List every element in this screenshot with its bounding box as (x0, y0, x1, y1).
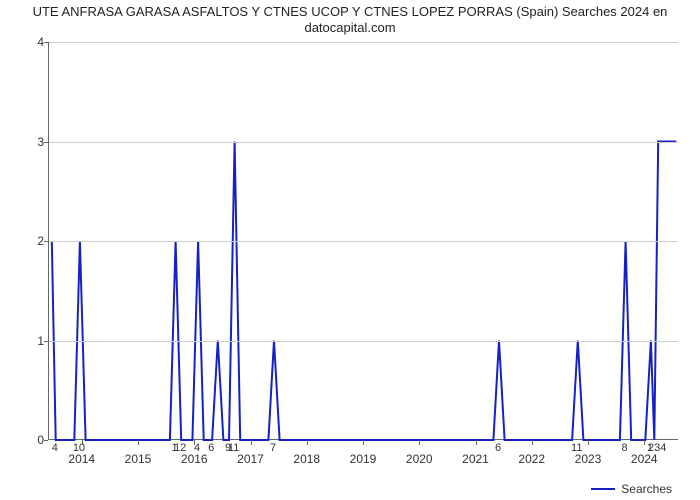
xtick-year-label: 2024 (631, 452, 658, 466)
point-value-label: 234 (648, 442, 666, 454)
xtick-year-label: 2017 (237, 452, 264, 466)
gridline-h (49, 142, 678, 143)
gridline-h (49, 42, 678, 43)
searches-line-chart: UTE ANFRASA GARASA ASFALTOS Y CTNES UCOP… (0, 0, 700, 500)
point-value-label: 4 (194, 442, 200, 454)
ytick-label: 3 (28, 135, 44, 149)
xtick-mark (588, 440, 589, 445)
ytick-label: 2 (28, 234, 44, 248)
ytick-mark (44, 241, 48, 242)
ytick-mark (44, 142, 48, 143)
point-value-label: 11 (571, 442, 582, 454)
point-value-label: 6 (208, 442, 214, 454)
xtick-year-label: 2014 (68, 452, 95, 466)
plot-area (48, 42, 678, 440)
point-value-label: 12 (174, 442, 186, 454)
xtick-year-label: 2020 (406, 452, 433, 466)
xtick-mark (476, 440, 477, 445)
xtick-mark (532, 440, 533, 445)
ytick-mark (44, 341, 48, 342)
chart-title: UTE ANFRASA GARASA ASFALTOS Y CTNES UCOP… (0, 4, 700, 35)
point-value-label: 6 (495, 442, 501, 454)
xtick-mark (363, 440, 364, 445)
xtick-mark (419, 440, 420, 445)
point-value-label: 8 (622, 442, 628, 454)
xtick-mark (644, 440, 645, 445)
xtick-year-label: 2016 (181, 452, 208, 466)
ytick-label: 4 (28, 35, 44, 49)
ytick-mark (44, 42, 48, 43)
point-value-label: 10 (73, 442, 85, 454)
ytick-label: 1 (28, 334, 44, 348)
point-value-label: 4 (52, 442, 58, 454)
legend-swatch (591, 488, 615, 490)
xtick-mark (307, 440, 308, 445)
ytick-label: 0 (28, 433, 44, 447)
legend-label: Searches (621, 482, 672, 496)
xtick-year-label: 2023 (575, 452, 602, 466)
xtick-mark (138, 440, 139, 445)
xtick-year-label: 2021 (462, 452, 489, 466)
xtick-year-label: 2018 (293, 452, 320, 466)
xtick-mark (251, 440, 252, 445)
gridline-h (49, 241, 678, 242)
ytick-mark (44, 440, 48, 441)
point-value-label: 11 (228, 442, 239, 454)
chart-title-line2: datocapital.com (304, 20, 395, 35)
legend: Searches (591, 482, 672, 496)
point-value-label: 7 (270, 442, 276, 454)
gridline-h (49, 341, 678, 342)
chart-title-line1: UTE ANFRASA GARASA ASFALTOS Y CTNES UCOP… (33, 4, 668, 19)
xtick-year-label: 2015 (125, 452, 152, 466)
series-line (52, 142, 676, 441)
xtick-year-label: 2019 (350, 452, 377, 466)
xtick-year-label: 2022 (518, 452, 545, 466)
